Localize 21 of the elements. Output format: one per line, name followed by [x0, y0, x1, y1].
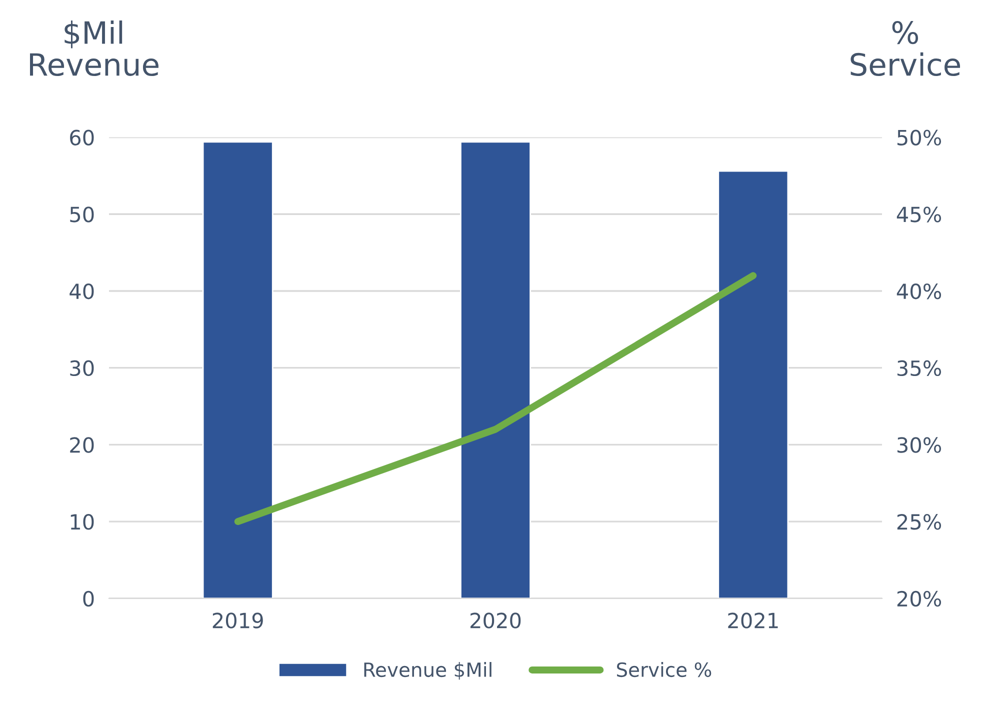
y2-tick-label: 35%: [897, 360, 942, 376]
y2-tick-label: 20%: [897, 590, 942, 607]
y2-tick-label: 25%: [897, 514, 942, 530]
legend-label: Service %: [616, 662, 712, 678]
y2-tick-label: 45%: [896, 206, 942, 222]
y2-tick-label: 50%: [897, 130, 942, 146]
legend-label: Revenue $Mil: [364, 662, 492, 680]
y-tick-label: 20: [70, 437, 94, 453]
y-tick-label: 60: [70, 130, 94, 146]
y-axis-title: $Mil Revenue: [30, 20, 158, 76]
y2-tick-label: 30%: [897, 437, 942, 453]
y-tick-label: 30: [70, 360, 94, 376]
x-tick-label: 2019: [212, 612, 263, 628]
y-tick-label: 40: [70, 283, 94, 300]
y-tick-label: 50: [70, 206, 94, 222]
x-tick-label: 2020: [470, 612, 521, 628]
y-tick-label: 0: [83, 590, 94, 607]
y2-tick-label: 40%: [896, 283, 942, 300]
x-tick-label: 2021: [728, 612, 778, 628]
y-tick-label: 10: [70, 514, 94, 530]
y2-axis-title: % Service: [850, 21, 960, 76]
